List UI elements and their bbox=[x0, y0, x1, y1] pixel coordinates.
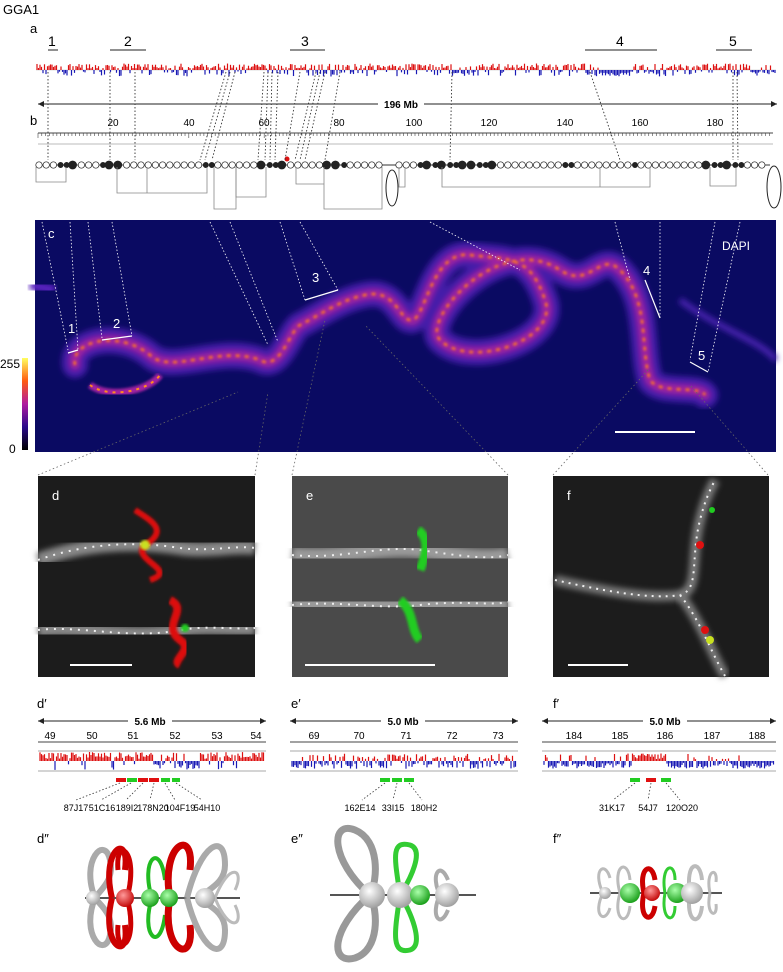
panel-letter-d-dprime: d″ bbox=[37, 831, 49, 846]
zoom-d-tick-49: 49 bbox=[44, 731, 56, 742]
dapi-region-label-1: 1 bbox=[68, 321, 75, 336]
zoom-d-tick-53: 53 bbox=[211, 731, 223, 742]
panel-letter-f: f bbox=[567, 488, 571, 503]
probe-d-3: 189I2 bbox=[116, 803, 139, 813]
probe-e-2: 33I15 bbox=[382, 803, 405, 813]
probe-bar-e bbox=[380, 778, 414, 782]
loop-schematic-e: e″ bbox=[291, 825, 476, 963]
panel-letter-f-prime: f′ bbox=[553, 696, 560, 711]
probe-bar-d bbox=[116, 778, 180, 782]
region-label-2: 2 bbox=[124, 33, 132, 49]
probe-bar-f bbox=[630, 778, 671, 782]
zoom-d-span: 5.6 Mb bbox=[134, 717, 165, 728]
zoom-d-tick-50: 50 bbox=[86, 731, 98, 742]
zoom-e-span: 5.0 Mb bbox=[387, 717, 418, 728]
zoom-f-tick-184: 184 bbox=[566, 731, 583, 742]
probe-f-1: 31K17 bbox=[599, 803, 625, 813]
axis-tick-140: 140 bbox=[557, 118, 574, 129]
figure-title: GGA1 bbox=[3, 2, 39, 17]
axis-tick-100: 100 bbox=[406, 118, 423, 129]
probe-d-6: 54H10 bbox=[194, 803, 221, 813]
region-markers: 1 2 3 4 5 bbox=[48, 33, 752, 51]
zoom-e-tick-72: 72 bbox=[446, 731, 458, 742]
panel-letter-e: e bbox=[306, 488, 313, 503]
zoom-f-tick-187: 187 bbox=[704, 731, 721, 742]
micrograph-e: e bbox=[291, 476, 511, 677]
dapi-image-panel: 1 2 3 4 5 DAPI bbox=[29, 220, 779, 452]
dapi-region-label-4: 4 bbox=[643, 263, 650, 278]
zoom-connectors bbox=[37, 319, 769, 476]
micrograph-d: d bbox=[35, 476, 257, 677]
axis-tick-40: 40 bbox=[183, 118, 195, 129]
panel-letter-f-dprime: f″ bbox=[553, 831, 562, 846]
panel-letter-a: a bbox=[30, 21, 38, 36]
chromomere-map bbox=[35, 156, 782, 210]
loop-schematic-d: d″ bbox=[37, 831, 240, 953]
panel-letter-b: b bbox=[30, 113, 37, 128]
loop-schematic-f: f″ bbox=[553, 831, 722, 922]
zoom-track-d: d′ 5.6 Mb 49 50 51 52 53 54 87J17 51C16 … bbox=[37, 696, 266, 813]
connector-lines bbox=[47, 71, 739, 161]
probe-e-3: 180H2 bbox=[411, 803, 438, 813]
zoom-track-e: e′ 5.0 Mb 69 70 71 72 73 162E14 33I15 18… bbox=[290, 696, 518, 813]
dapi-region-label-5: 5 bbox=[698, 348, 705, 363]
zoom-e-tick-71: 71 bbox=[400, 731, 412, 742]
chromosome-length-label: 196 Mb bbox=[384, 100, 418, 111]
zoom-f-span: 5.0 Mb bbox=[649, 717, 680, 728]
panel-letter-c: c bbox=[48, 226, 55, 241]
chromosome-length-arrow: 196 Mb bbox=[38, 97, 777, 111]
panel-letter-e-prime: e′ bbox=[291, 696, 301, 711]
zoom-track-f: f′ 5.0 Mb 184 185 186 187 188 31K17 54J7… bbox=[542, 696, 776, 813]
zoom-f-tick-186: 186 bbox=[657, 731, 674, 742]
chromosome-axis bbox=[73, 253, 707, 396]
zoom-f-tick-188: 188 bbox=[749, 731, 766, 742]
probe-f-3: 120O20 bbox=[666, 803, 698, 813]
probe-d-1: 87J17 bbox=[64, 803, 89, 813]
panel-letter-d: d bbox=[52, 488, 59, 503]
zoom-d-tick-52: 52 bbox=[169, 731, 181, 742]
axis-tick-160: 160 bbox=[632, 118, 649, 129]
zoom-d-tick-54: 54 bbox=[250, 731, 262, 742]
dapi-stain-label: DAPI bbox=[722, 239, 750, 253]
probe-d-2: 51C16 bbox=[89, 803, 116, 813]
colorbar-max-label: 255 bbox=[0, 357, 20, 371]
colorbar-min-label: 0 bbox=[9, 442, 16, 456]
zoom-d-tick-51: 51 bbox=[127, 731, 139, 742]
micrograph-f: f bbox=[553, 476, 769, 679]
region-label-3: 3 bbox=[301, 33, 309, 49]
axis-tick-180: 180 bbox=[707, 118, 724, 129]
axis-tick-80: 80 bbox=[333, 118, 345, 129]
panel-letter-d-prime: d′ bbox=[37, 696, 47, 711]
probe-e-1: 162E14 bbox=[344, 803, 375, 813]
axis-tick-60: 60 bbox=[258, 118, 270, 129]
zoom-e-tick-69: 69 bbox=[308, 731, 320, 742]
mb-axis: 20 40 60 80 100 120 140 160 180 bbox=[37, 118, 773, 138]
zoom-e-tick-70: 70 bbox=[353, 731, 365, 742]
compartment-track-a bbox=[36, 63, 776, 77]
region-label-1: 1 bbox=[48, 33, 56, 49]
probe-d-4: 178N20 bbox=[137, 803, 169, 813]
zoom-f-tick-185: 185 bbox=[612, 731, 629, 742]
probe-f-2: 54J7 bbox=[638, 803, 658, 813]
panel-letter-e-dprime: e″ bbox=[291, 831, 303, 846]
axis-tick-20: 20 bbox=[107, 118, 119, 129]
region-label-4: 4 bbox=[616, 33, 624, 49]
axis-tick-120: 120 bbox=[481, 118, 498, 129]
dapi-region-label-3: 3 bbox=[312, 270, 319, 285]
loop-boxes bbox=[35, 167, 737, 210]
zoom-e-tick-73: 73 bbox=[492, 731, 504, 742]
region-label-5: 5 bbox=[729, 33, 737, 49]
probe-d-5: 104F19 bbox=[165, 803, 196, 813]
dapi-region-label-2: 2 bbox=[113, 316, 120, 331]
intensity-colorbar: 255 0 bbox=[0, 357, 28, 456]
